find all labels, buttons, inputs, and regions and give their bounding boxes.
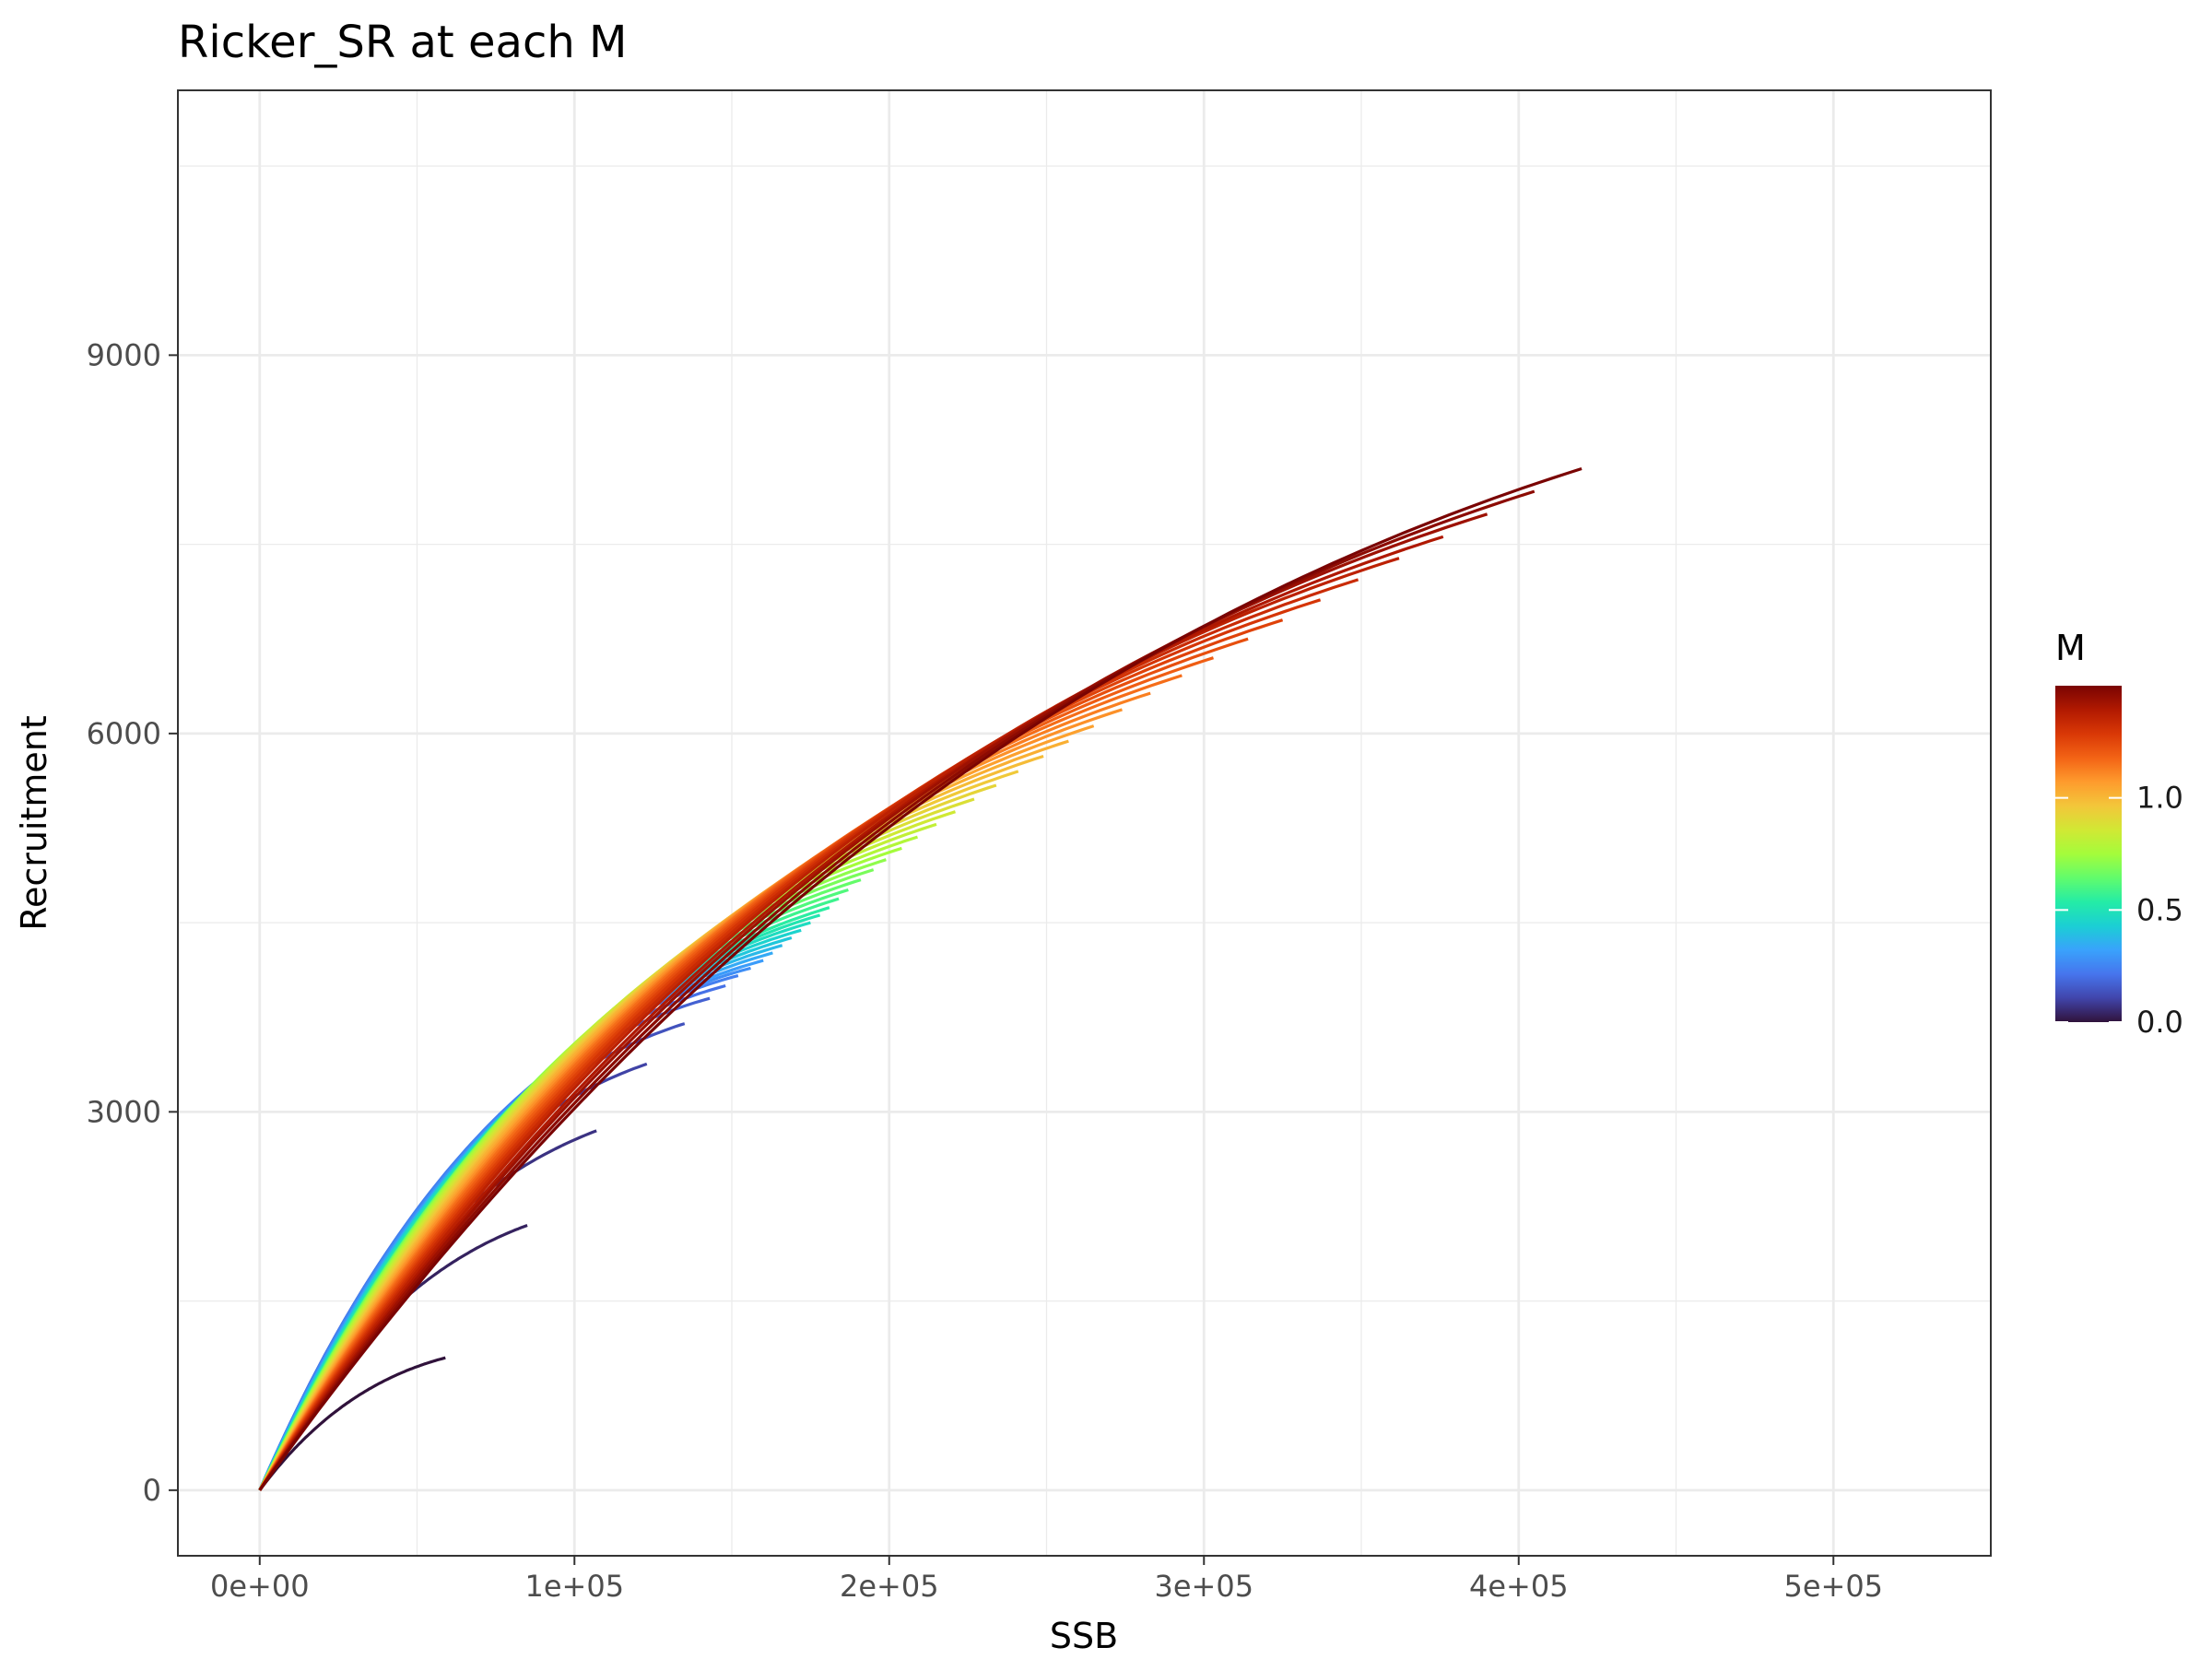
- y-tick-label: 9000: [87, 337, 161, 372]
- series-line: [258, 637, 1249, 1491]
- legend-tick-label: 0.0: [2136, 1005, 2183, 1040]
- x-tick-label: 4e+05: [1469, 1569, 1569, 1604]
- series-line: [258, 598, 1322, 1491]
- x-tick-label: 3e+05: [1154, 1569, 1253, 1604]
- series-curves: [258, 466, 1583, 1491]
- legend-colorbar: [2055, 686, 2122, 1022]
- grid-lines: [178, 90, 1991, 1556]
- x-axis-title: SSB: [1050, 1616, 1118, 1656]
- x-tick-label: 5e+05: [1783, 1569, 1883, 1604]
- x-axis: 0e+00 1e+05 2e+05 3e+05 4e+05 5e+05: [210, 1556, 1883, 1604]
- color-legend: M 0.0 0.5 1.0: [2055, 628, 2183, 1040]
- x-tick-label: 2e+05: [840, 1569, 939, 1604]
- series-line: [258, 674, 1182, 1491]
- y-tick-label: 6000: [87, 716, 161, 751]
- y-axis: 0 3000 6000 9000: [87, 337, 178, 1508]
- series-line: [258, 512, 1488, 1491]
- legend-tick-label: 1.0: [2136, 781, 2183, 816]
- series-line: [258, 708, 1123, 1491]
- series-line: [258, 535, 1444, 1491]
- legend-tick-label: 0.5: [2136, 892, 2183, 927]
- legend-ticks: 0.0 0.5 1.0: [2055, 781, 2183, 1040]
- chart-title: Ricker_SR at each M: [178, 17, 627, 68]
- series-line: [258, 489, 1535, 1491]
- series-line: [258, 618, 1284, 1491]
- series-line: [258, 466, 1583, 1491]
- y-axis-title: Recruitment: [14, 715, 54, 931]
- series-line: [258, 656, 1214, 1491]
- y-tick-label: 3000: [87, 1094, 161, 1129]
- plot-panel-background: [178, 90, 1991, 1556]
- series-line: [258, 1356, 446, 1491]
- series-line: [258, 557, 1400, 1491]
- plot-panel-border: [177, 89, 1992, 1557]
- y-tick-label: 0: [143, 1473, 161, 1508]
- x-tick-label: 0e+00: [210, 1569, 310, 1604]
- series-line: [258, 578, 1359, 1491]
- x-tick-label: 1e+05: [524, 1569, 624, 1604]
- legend-title: M: [2055, 628, 2086, 668]
